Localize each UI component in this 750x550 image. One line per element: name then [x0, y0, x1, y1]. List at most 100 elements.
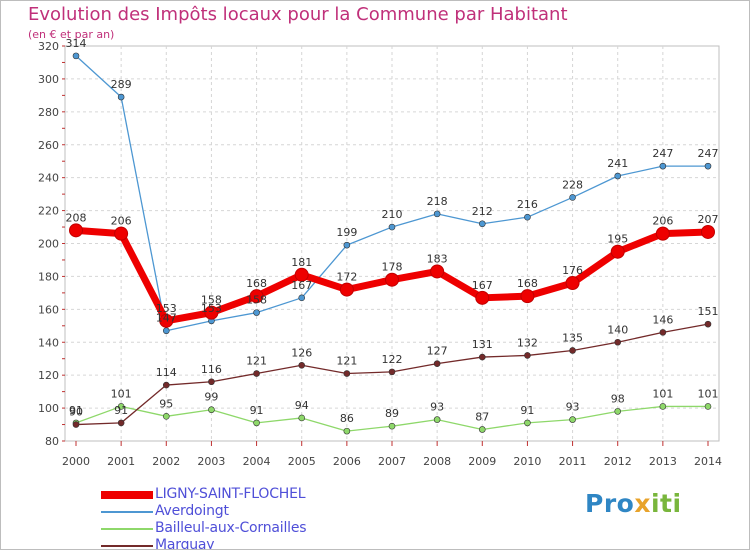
data-point	[298, 414, 306, 422]
data-point	[208, 406, 215, 414]
y-tick-label: 140	[38, 336, 59, 349]
data-point	[569, 347, 576, 354]
data-point	[159, 313, 174, 328]
data-point	[339, 282, 354, 297]
data-point	[72, 52, 80, 60]
legend-item: Marquay	[101, 537, 401, 550]
chart-subtitle: (en € et par an)	[28, 28, 115, 41]
data-label: 167	[472, 279, 493, 292]
data-label: 228	[562, 178, 583, 191]
line-chart: 80 100 120 140 160 180 200 220 240 260 280 300 320 20…	[38, 37, 722, 468]
data-point	[701, 224, 715, 239]
data-point	[117, 403, 125, 410]
y-tick-label: 200	[38, 238, 59, 251]
data-point	[253, 309, 260, 316]
data-label: 98	[611, 392, 625, 405]
data-label: 183	[427, 252, 448, 265]
data-label: 132	[517, 336, 538, 349]
data-label: 101	[698, 387, 719, 400]
data-point	[117, 419, 125, 427]
data-point	[249, 289, 264, 304]
legend-swatch	[101, 491, 153, 499]
data-label: 314	[66, 37, 87, 50]
x-tick-label: 2012	[604, 455, 632, 468]
data-label: 122	[382, 353, 403, 366]
data-label: 90	[69, 406, 83, 419]
y-tick-label: 260	[38, 139, 59, 152]
data-label: 95	[159, 397, 173, 410]
x-tick-label: 2000	[62, 455, 90, 468]
data-label: 116	[201, 363, 222, 376]
x-tick-label: 2001	[107, 455, 135, 468]
data-point	[388, 223, 396, 231]
legend-label: Marquay	[155, 537, 215, 550]
y-tick-label: 280	[38, 106, 59, 119]
y-tick-label: 80	[45, 435, 59, 448]
legend-item: LIGNY-SAINT-FLOCHEL	[101, 486, 401, 503]
data-point	[569, 416, 576, 423]
data-label: 91	[250, 404, 264, 417]
data-label: 208	[66, 211, 87, 224]
data-label: 93	[430, 401, 444, 414]
data-label: 207	[698, 213, 719, 226]
data-point	[478, 426, 486, 433]
legend-item: Averdoingt	[101, 503, 401, 520]
data-point	[298, 361, 306, 369]
legend-swatch	[101, 545, 153, 547]
data-label: 199	[336, 226, 357, 239]
x-tick-label: 2008	[423, 455, 451, 468]
data-label: 121	[336, 355, 357, 368]
data-point	[565, 276, 580, 290]
data-point	[655, 226, 670, 241]
data-point	[253, 370, 260, 377]
data-point	[614, 408, 622, 415]
data-label: 93	[566, 401, 580, 414]
data-point	[117, 93, 125, 101]
data-label: 126	[291, 346, 312, 359]
data-point	[162, 381, 170, 389]
data-point	[162, 327, 170, 335]
data-point	[114, 226, 129, 241]
data-label: 172	[336, 271, 357, 284]
data-point	[659, 162, 667, 170]
data-point	[388, 368, 396, 376]
data-point	[298, 294, 306, 302]
data-point	[433, 210, 441, 218]
data-label: 146	[652, 313, 673, 326]
data-point	[69, 223, 83, 238]
data-point	[343, 370, 351, 377]
data-point	[524, 352, 531, 359]
data-label: 151	[698, 305, 719, 318]
data-label: 289	[111, 78, 132, 91]
data-label: 206	[652, 215, 673, 228]
legend-item: Bailleul-aux-Cornailles	[101, 520, 401, 537]
legend-label: Bailleul-aux-Cornailles	[155, 520, 307, 536]
x-tick-label: 2005	[288, 455, 316, 468]
data-label: 181	[291, 256, 312, 269]
x-tick-label: 2007	[378, 455, 406, 468]
data-point	[385, 272, 399, 287]
data-point	[524, 419, 531, 427]
data-label: 218	[427, 195, 448, 208]
data-label: 99	[204, 391, 218, 404]
data-point	[162, 413, 170, 420]
data-label: 178	[382, 261, 403, 274]
data-point	[520, 289, 535, 304]
data-label: 153	[156, 302, 177, 315]
data-label: 241	[607, 157, 628, 170]
legend-swatch	[101, 511, 153, 513]
data-label: 176	[562, 264, 583, 277]
data-label: 158	[246, 294, 267, 307]
x-tick-label: 2004	[243, 455, 271, 468]
x-tick-label: 2002	[152, 455, 180, 468]
data-point	[704, 403, 712, 410]
data-label: 121	[246, 355, 267, 368]
data-point	[659, 329, 667, 336]
data-point	[478, 220, 486, 228]
data-label: 127	[427, 345, 448, 358]
data-label: 94	[295, 399, 309, 412]
data-label: 91	[114, 404, 128, 417]
x-tick-label: 2014	[694, 455, 722, 468]
data-point	[614, 172, 622, 180]
